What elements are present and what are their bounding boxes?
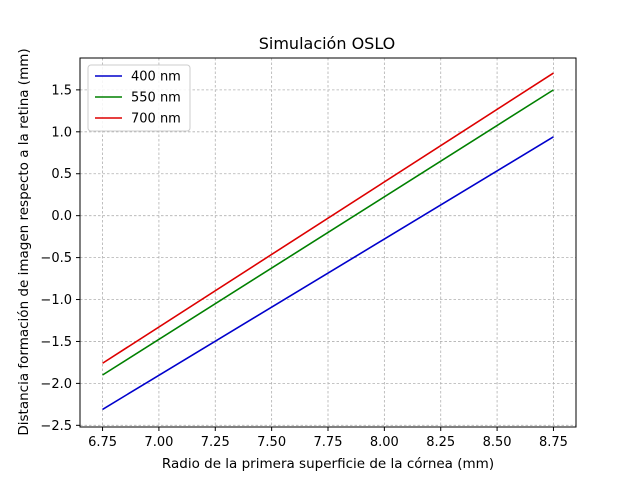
legend-label: 550 nm [131,91,181,106]
y-tick-label: −1.0 [40,293,72,308]
x-tick-label: 8.25 [426,435,455,450]
series-line [102,89,554,376]
x-tick-label: 7.25 [201,435,230,450]
y-tick-label: 1.5 [51,83,72,98]
legend-box [87,64,191,132]
legend-label: 700 nm [131,112,181,127]
y-axis-label: Distancia formación de imagen respecto a… [16,48,32,435]
y-tick-label: −0.5 [40,251,72,266]
series-layer [102,72,554,411]
y-tick-label: 0.0 [51,209,72,224]
x-tick-label: 6.75 [88,435,117,450]
x-tick-label: 7.50 [257,435,286,450]
chart-title: Simulación OSLO [259,34,396,53]
series-line [102,72,554,364]
x-tick-label: 8.00 [370,435,399,450]
y-axis: −2.5 −2.0 −1.5 −1.0 −0.5 0.0 0.5 1.0 1.5 [40,83,80,434]
y-tick-label: −2.0 [40,377,72,392]
grid [80,58,576,427]
legend: 400 nm 550 nm 700 nm [87,64,191,132]
y-tick-label: −1.5 [40,335,72,350]
y-tick-label: 0.5 [51,167,72,182]
series-line [102,136,554,411]
x-tick-label: 7.00 [144,435,173,450]
x-tick-label: 8.50 [483,435,512,450]
y-tick-label: 1.0 [51,125,72,140]
x-tick-label: 8.75 [539,435,568,450]
x-tick-label: 7.75 [314,435,343,450]
legend-label: 400 nm [131,70,181,85]
x-axis-label: Radio de la primera superficie de la cór… [162,456,494,472]
x-axis: 6.75 7.00 7.25 7.50 7.75 8.00 8.25 8.50 8.75 [88,427,568,450]
y-tick-label: −2.5 [40,419,72,434]
